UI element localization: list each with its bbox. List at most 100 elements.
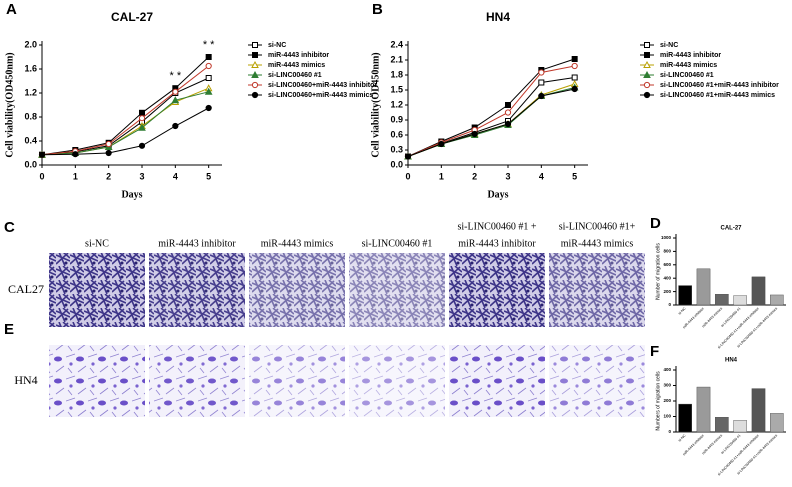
y-tick-label: 1.2: [24, 87, 37, 97]
marker: [504, 120, 512, 128]
bar: [770, 413, 784, 433]
panel-label: A: [6, 1, 17, 18]
marker: [538, 92, 545, 100]
y-axis-label: Cell viability(OD450nm): [4, 52, 15, 157]
bar: [733, 295, 747, 306]
x-tick-label: 5: [572, 171, 577, 181]
marker: [571, 74, 578, 81]
micrograph: [149, 253, 245, 327]
legend-label: si-NC: [660, 42, 678, 49]
panel-label: F: [650, 343, 659, 360]
marker: [644, 42, 650, 48]
x-tick-label: si-NC: [678, 306, 687, 315]
x-axis-label: Days: [487, 189, 508, 200]
column-label: miR-4443 inhibitor: [158, 238, 236, 249]
micrograph: [549, 253, 645, 327]
y-tick-label: 800: [663, 249, 671, 254]
marker: [571, 85, 578, 93]
column-label: miR-4443 inhibitor: [458, 238, 536, 249]
marker: [251, 70, 259, 78]
bar: [770, 294, 784, 306]
y-tick-label: 0: [668, 429, 671, 434]
x-tick-label: si-NC: [678, 433, 687, 442]
y-tick-label: 0.0: [390, 159, 403, 169]
micrograph: [49, 253, 145, 327]
y-tick-label: 200: [663, 289, 671, 294]
micrograph: [349, 345, 445, 417]
micrograph: [449, 345, 545, 417]
marker: [538, 69, 545, 76]
marker: [205, 54, 212, 60]
y-tick-label: 1.8: [390, 69, 403, 79]
marker: [138, 123, 146, 131]
marker: [643, 91, 651, 99]
legend-label: si-LINC00460 #1+miR-4443 inhibitor: [660, 82, 779, 89]
marker: [252, 42, 258, 48]
marker: [504, 109, 512, 116]
marker: [251, 81, 259, 89]
row-label: CAL27: [8, 282, 44, 296]
marker: [252, 52, 258, 58]
micrograph: [449, 253, 545, 327]
column-label: si-LINC00460 #1: [362, 238, 433, 249]
legend-label: miR-4443 mimics: [660, 62, 717, 69]
marker: [138, 142, 146, 149]
legend-label: si-LINC00460+miR-4443 mimics: [268, 92, 373, 99]
x-tick-label: si-LINC00460 #1+miR-4443 mimics: [736, 433, 778, 475]
marker: [172, 122, 179, 130]
marker: [505, 102, 511, 108]
micrograph: [49, 345, 145, 417]
marker: [139, 109, 145, 116]
x-tick-label: 0: [39, 171, 44, 181]
marker: [138, 115, 146, 122]
y-axis-label: Numbers of migration cells: [655, 371, 661, 431]
x-tick-label: 3: [505, 171, 510, 181]
y-tick-label: 0.6: [390, 129, 403, 139]
marker: [538, 79, 545, 86]
marker: [172, 88, 179, 95]
panel-label: D: [650, 215, 661, 232]
column-label: si-LINC00460 #1+: [559, 221, 636, 232]
legend-label: miR-4443 inhibitor: [268, 52, 329, 59]
series-line: [407, 58, 575, 157]
marker: [204, 87, 213, 95]
marker: [471, 130, 478, 138]
marker: [205, 104, 212, 112]
y-tick-label: 0.3: [390, 144, 403, 154]
marker: [643, 70, 651, 78]
y-tick-label: 0.0: [24, 159, 37, 169]
marker: [251, 60, 259, 68]
y-tick-label: 0.8: [24, 111, 37, 121]
micrograph: [149, 345, 245, 417]
marker: [571, 62, 578, 70]
chart-title: HN4: [486, 10, 510, 24]
marker: [571, 56, 578, 62]
y-tick-label: 1.5: [390, 84, 403, 94]
x-tick-label: 1: [439, 171, 444, 181]
series-line: [407, 77, 575, 157]
series-line: [41, 56, 210, 156]
marker: [251, 91, 259, 99]
column-label: si-NC: [85, 238, 109, 249]
legend-label: si-NC: [268, 42, 286, 49]
y-tick-label: 200: [663, 398, 671, 403]
legend-label: miR-4443 inhibitor: [660, 52, 721, 59]
marker: [205, 75, 212, 81]
y-tick-label: 2.1: [390, 54, 403, 64]
x-tick-label: 1: [73, 171, 78, 181]
bar: [696, 268, 711, 306]
marker: [171, 96, 180, 104]
legend-label: si-LINC00460+miR-4443 inhibitor: [268, 82, 377, 89]
annotation: * *: [170, 70, 182, 82]
x-tick-label: 4: [539, 171, 544, 181]
x-tick-label: 0: [405, 171, 410, 181]
series-line: [41, 65, 209, 156]
series-line: [41, 77, 209, 156]
bar: [715, 417, 729, 433]
column-label: si-LINC00460 #1 +: [458, 221, 537, 232]
marker: [38, 151, 46, 158]
y-tick-label: 1.2: [390, 99, 403, 109]
marker: [205, 62, 212, 70]
legend-label: si-LINC00460 #1: [268, 72, 322, 79]
